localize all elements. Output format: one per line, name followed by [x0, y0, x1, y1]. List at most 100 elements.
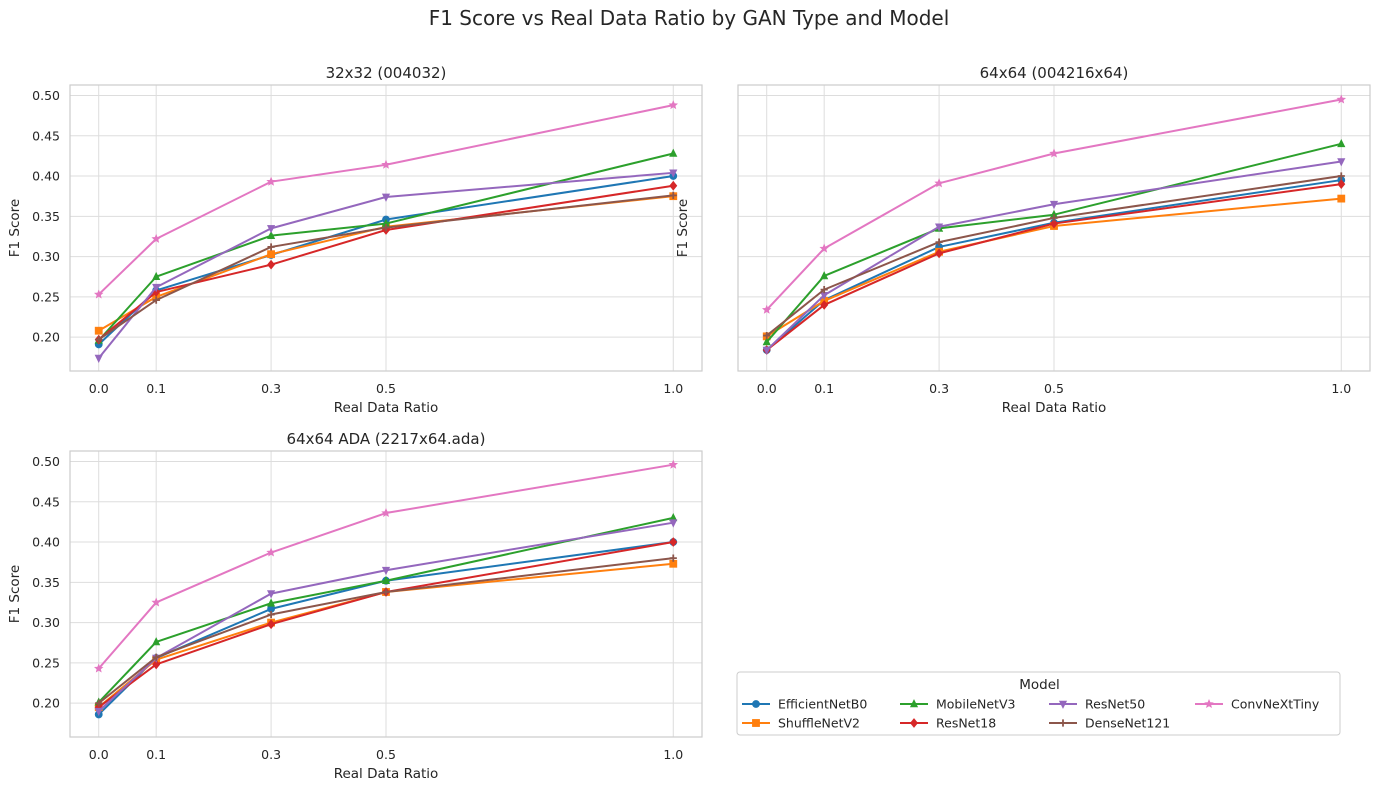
legend-item-densenet121: DenseNet121	[1049, 716, 1170, 731]
series-convnexttiny	[761, 94, 1347, 314]
x-axis-label: Real Data Ratio	[334, 400, 439, 416]
legend-box	[736, 671, 1341, 736]
data-point-convnexttiny	[266, 176, 276, 186]
y-tick-label: 0.40	[32, 169, 60, 184]
series-densenet121	[95, 554, 677, 707]
legend-label: DenseNet121	[1085, 716, 1170, 731]
series-resnet18	[94, 537, 678, 713]
data-point-densenet121	[267, 243, 275, 251]
y-tick-label: 0.35	[32, 209, 60, 224]
x-tick-label: 0.3	[261, 747, 281, 762]
axes-frame	[69, 450, 703, 738]
x-tick-label: 0.5	[376, 747, 396, 762]
legend: Model EfficientNetB0 ShuffleNetV2 MobileNet…	[736, 671, 1341, 736]
data-point-densenet121	[267, 610, 275, 619]
legend-title: Model	[1019, 677, 1060, 693]
subplot-3: 64x64 ADA (2217x64.ada) 0.0 0.1 0.3 0.5 1.0 Re…	[7, 430, 703, 782]
data-point-convnexttiny	[668, 459, 679, 469]
data-point-convnexttiny	[151, 597, 161, 607]
data-point-densenet121	[669, 554, 677, 562]
legend-swatch-marker	[1059, 719, 1067, 727]
series-convnexttiny	[93, 459, 679, 673]
data-point-densenet121	[935, 238, 943, 246]
data-point-densenet121	[382, 223, 390, 232]
x-tick-label: 0.1	[146, 747, 166, 762]
series-convnexttiny	[93, 100, 679, 299]
series-resnet18	[762, 179, 1346, 355]
legend-label: EfficientNetB0	[778, 697, 867, 712]
data-point-densenet121	[382, 588, 390, 596]
data-point-resnet50	[267, 590, 276, 599]
series-resnet50	[94, 169, 678, 363]
axes-frame	[737, 84, 1371, 372]
axes-frame	[69, 84, 703, 372]
data-point-mobilenetv3	[267, 598, 276, 607]
data-point-convnexttiny	[381, 508, 391, 518]
legend-swatch-marker	[752, 719, 760, 727]
data-point-resnet50	[935, 223, 944, 232]
x-tick-label: 0.3	[929, 381, 949, 396]
data-point-densenet121	[1050, 214, 1058, 222]
legend-label: ConvNeXtTiny	[1231, 697, 1320, 712]
y-tick-label: 0.20	[32, 330, 60, 345]
subplot-title: 64x64 ADA (2217x64.ada)	[287, 430, 486, 448]
x-tick-label: 1.0	[1331, 381, 1351, 396]
subplots: 32x32 (004032) 0.0 0.1 0.3 0.5 1.0 Real Data R…	[7, 64, 1371, 782]
data-point-resnet18	[669, 180, 678, 191]
data-point-resnet50	[762, 346, 771, 355]
data-point-densenet121	[763, 331, 771, 340]
subplot-title: 64x64 (004216x64)	[980, 64, 1129, 82]
data-point-convnexttiny	[819, 243, 829, 253]
data-point-densenet121	[1337, 172, 1345, 180]
x-tick-label: 1.0	[663, 381, 683, 396]
legend-item-shufflenetv2: ShuffleNetV2	[742, 716, 860, 731]
data-point-resnet18	[935, 248, 944, 259]
x-tick-label: 0.5	[1044, 381, 1064, 396]
legend-swatch-marker	[910, 718, 918, 728]
data-point-convnexttiny	[266, 547, 276, 557]
data-point-mobilenetv3	[152, 271, 161, 281]
data-point-mobilenetv3	[820, 271, 829, 280]
data-point-resnet50	[381, 566, 391, 576]
y-tick-label: 0.25	[32, 289, 60, 304]
y-tick-label: 0.35	[32, 575, 60, 590]
legend-swatch-marker	[752, 700, 760, 708]
data-point-resnet50	[267, 225, 276, 234]
data-point-densenet121	[95, 335, 103, 344]
x-tick-label: 0.1	[146, 381, 166, 396]
y-tick-label: 0.45	[32, 494, 60, 509]
x-tick-label: 1.0	[663, 747, 683, 762]
legend-swatch-marker	[1058, 700, 1068, 709]
data-point-mobilenetv3	[669, 148, 678, 157]
data-point-resnet18	[669, 537, 678, 547]
data-point-mobilenetv3	[267, 230, 276, 239]
x-tick-label: 0.1	[814, 381, 834, 396]
subplot-1: 32x32 (004032) 0.0 0.1 0.3 0.5 1.0 Real Data R…	[7, 64, 703, 416]
data-point-resnet18	[267, 619, 276, 630]
series-resnet50	[762, 158, 1346, 355]
y-tick-label: 0.50	[32, 454, 60, 469]
data-point-convnexttiny	[151, 233, 161, 243]
data-point-resnet50	[669, 169, 678, 178]
data-point-resnet50	[1049, 200, 1059, 210]
series-mobilenetv3	[94, 512, 678, 706]
figure-title: F1 Score vs Real Data Ratio by GAN Type …	[429, 6, 950, 30]
y-axis-label: F1 Score	[7, 199, 23, 257]
y-tick-label: 0.30	[32, 249, 60, 264]
data-point-densenet121	[669, 191, 677, 199]
legend-item-mobilenetv3: MobileNetV3	[900, 697, 1015, 712]
data-point-mobilenetv3	[1337, 138, 1346, 148]
data-point-resnet50	[152, 283, 161, 293]
data-point-resnet50	[669, 519, 678, 528]
data-point-shufflenetv2	[94, 326, 103, 335]
series-densenet121	[95, 191, 677, 344]
data-point-resnet18	[1337, 179, 1346, 189]
data-point-resnet18	[267, 259, 276, 270]
data-point-resnet50	[1337, 158, 1346, 167]
legend-label: MobileNetV3	[936, 697, 1015, 712]
data-point-shufflenetv2	[1337, 194, 1346, 203]
series-densenet121	[763, 172, 1345, 340]
data-point-resnet18	[1050, 218, 1058, 229]
x-axis-label: Real Data Ratio	[334, 766, 439, 782]
